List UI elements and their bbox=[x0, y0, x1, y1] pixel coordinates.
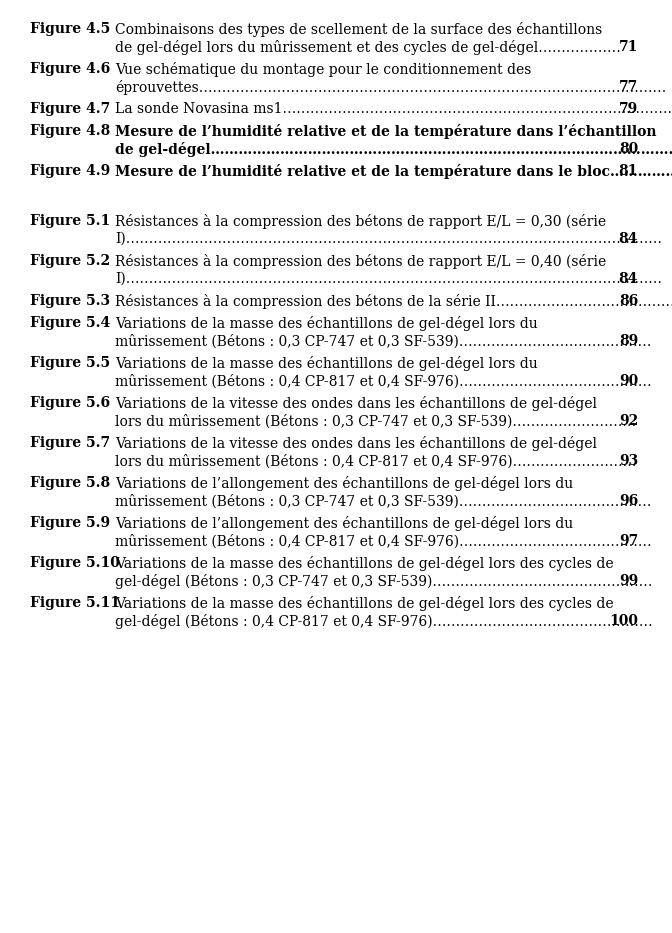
Text: Combinaisons des types de scellement de la surface des échantillons: Combinaisons des types de scellement de … bbox=[115, 22, 602, 37]
Text: 100: 100 bbox=[609, 614, 638, 628]
Text: gel-dégel (Bétons : 0,3 CP-747 et 0,3 SF-539)…………………………………………: gel-dégel (Bétons : 0,3 CP-747 et 0,3 SF… bbox=[115, 574, 653, 589]
Text: Figure 5.8: Figure 5.8 bbox=[30, 476, 110, 490]
Text: Variations de l’allongement des échantillons de gel-dégel lors du: Variations de l’allongement des échantil… bbox=[115, 516, 573, 531]
Text: gel-dégel (Bétons : 0,4 CP-817 et 0,4 SF-976)…………………………………………: gel-dégel (Bétons : 0,4 CP-817 et 0,4 SF… bbox=[115, 614, 653, 629]
Text: mûrissement (Bétons : 0,4 CP-817 et 0,4 SF-976)……………………………………: mûrissement (Bétons : 0,4 CP-817 et 0,4 … bbox=[115, 374, 652, 388]
Text: Figure 5.6: Figure 5.6 bbox=[30, 396, 110, 410]
Text: La sonde Novasina ms1………………………………………………………………………………: La sonde Novasina ms1…………………………………………………… bbox=[115, 102, 672, 116]
Text: Variations de la vitesse des ondes dans les échantillons de gel-dégel: Variations de la vitesse des ondes dans … bbox=[115, 396, 597, 411]
Text: Figure 5.1: Figure 5.1 bbox=[30, 214, 110, 228]
Text: 93: 93 bbox=[619, 454, 638, 468]
Text: 99: 99 bbox=[619, 574, 638, 588]
Text: Figure 5.9: Figure 5.9 bbox=[30, 516, 110, 530]
Text: Mesure de l’humidité relative et de la température dans le bloc………………: Mesure de l’humidité relative et de la t… bbox=[115, 164, 672, 179]
Text: 86: 86 bbox=[619, 294, 638, 308]
Text: Variations de la masse des échantillons de gel-dégel lors des cycles de: Variations de la masse des échantillons … bbox=[115, 596, 614, 611]
Text: de gel-dégel lors du mûrissement et des cycles de gel-dégel………………: de gel-dégel lors du mûrissement et des … bbox=[115, 40, 621, 55]
Text: Figure 5.4: Figure 5.4 bbox=[30, 316, 110, 330]
Text: I)………………………………………………………………………………………………………: I)……………………………………………………………………………………………………… bbox=[115, 232, 662, 246]
Text: Figure 4.8: Figure 4.8 bbox=[30, 124, 110, 138]
Text: 81: 81 bbox=[619, 164, 638, 178]
Text: Variations de la masse des échantillons de gel-dégel lors du: Variations de la masse des échantillons … bbox=[115, 356, 538, 371]
Text: Figure 5.3: Figure 5.3 bbox=[30, 294, 110, 308]
Text: éprouvettes…………………………………………………………………………………………: éprouvettes……………………………………………………………………………… bbox=[115, 80, 666, 95]
Text: de gel-dégel…………………………………………………………………………………………: de gel-dégel…………………………………………………………………………… bbox=[115, 142, 672, 157]
Text: Figure 5.10: Figure 5.10 bbox=[30, 556, 120, 570]
Text: mûrissement (Bétons : 0,3 CP-747 et 0,3 SF-539)……………………………………: mûrissement (Bétons : 0,3 CP-747 et 0,3 … bbox=[115, 494, 651, 508]
Text: Figure 5.7: Figure 5.7 bbox=[30, 436, 110, 450]
Text: mûrissement (Bétons : 0,3 CP-747 et 0,3 SF-539)……………………………………: mûrissement (Bétons : 0,3 CP-747 et 0,3 … bbox=[115, 334, 651, 348]
Text: Figure 4.5: Figure 4.5 bbox=[30, 22, 110, 36]
Text: I)………………………………………………………………………………………………………: I)……………………………………………………………………………………………………… bbox=[115, 272, 662, 286]
Text: Variations de l’allongement des échantillons de gel-dégel lors du: Variations de l’allongement des échantil… bbox=[115, 476, 573, 491]
Text: Variations de la masse des échantillons de gel-dégel lors du: Variations de la masse des échantillons … bbox=[115, 316, 538, 331]
Text: 80: 80 bbox=[619, 142, 638, 156]
Text: lors du mûrissement (Bétons : 0,3 CP-747 et 0,3 SF-539)………………………: lors du mûrissement (Bétons : 0,3 CP-747… bbox=[115, 414, 636, 428]
Text: 92: 92 bbox=[619, 414, 638, 428]
Text: 97: 97 bbox=[619, 534, 638, 548]
Text: lors du mûrissement (Bétons : 0,4 CP-817 et 0,4 SF-976)………………………: lors du mûrissement (Bétons : 0,4 CP-817… bbox=[115, 454, 636, 468]
Text: mûrissement (Bétons : 0,4 CP-817 et 0,4 SF-976)……………………………………: mûrissement (Bétons : 0,4 CP-817 et 0,4 … bbox=[115, 534, 652, 549]
Text: Vue schématique du montage pour le conditionnement des: Vue schématique du montage pour le condi… bbox=[115, 62, 532, 77]
Text: Résistances à la compression des bétons de rapport E/L = 0,30 (série: Résistances à la compression des bétons … bbox=[115, 214, 606, 229]
Text: 96: 96 bbox=[619, 494, 638, 508]
Text: Résistances à la compression des bétons de la série II…………………………………: Résistances à la compression des bétons … bbox=[115, 294, 672, 309]
Text: 90: 90 bbox=[619, 374, 638, 388]
Text: 84: 84 bbox=[619, 272, 638, 286]
Text: 79: 79 bbox=[619, 102, 638, 116]
Text: 77: 77 bbox=[619, 80, 638, 94]
Text: Figure 4.9: Figure 4.9 bbox=[30, 164, 110, 178]
Text: Résistances à la compression des bétons de rapport E/L = 0,40 (série: Résistances à la compression des bétons … bbox=[115, 254, 606, 269]
Text: 71: 71 bbox=[619, 40, 638, 54]
Text: Figure 5.2: Figure 5.2 bbox=[30, 254, 110, 268]
Text: Variations de la vitesse des ondes dans les échantillons de gel-dégel: Variations de la vitesse des ondes dans … bbox=[115, 436, 597, 451]
Text: Mesure de l’humidité relative et de la température dans l’échantillon: Mesure de l’humidité relative et de la t… bbox=[115, 124, 657, 139]
Text: Figure 4.7: Figure 4.7 bbox=[30, 102, 110, 116]
Text: Figure 5.5: Figure 5.5 bbox=[30, 356, 110, 370]
Text: Figure 4.6: Figure 4.6 bbox=[30, 62, 110, 76]
Text: 84: 84 bbox=[619, 232, 638, 246]
Text: 89: 89 bbox=[619, 334, 638, 348]
Text: Figure 5.11: Figure 5.11 bbox=[30, 596, 120, 610]
Text: Variations de la masse des échantillons de gel-dégel lors des cycles de: Variations de la masse des échantillons … bbox=[115, 556, 614, 571]
